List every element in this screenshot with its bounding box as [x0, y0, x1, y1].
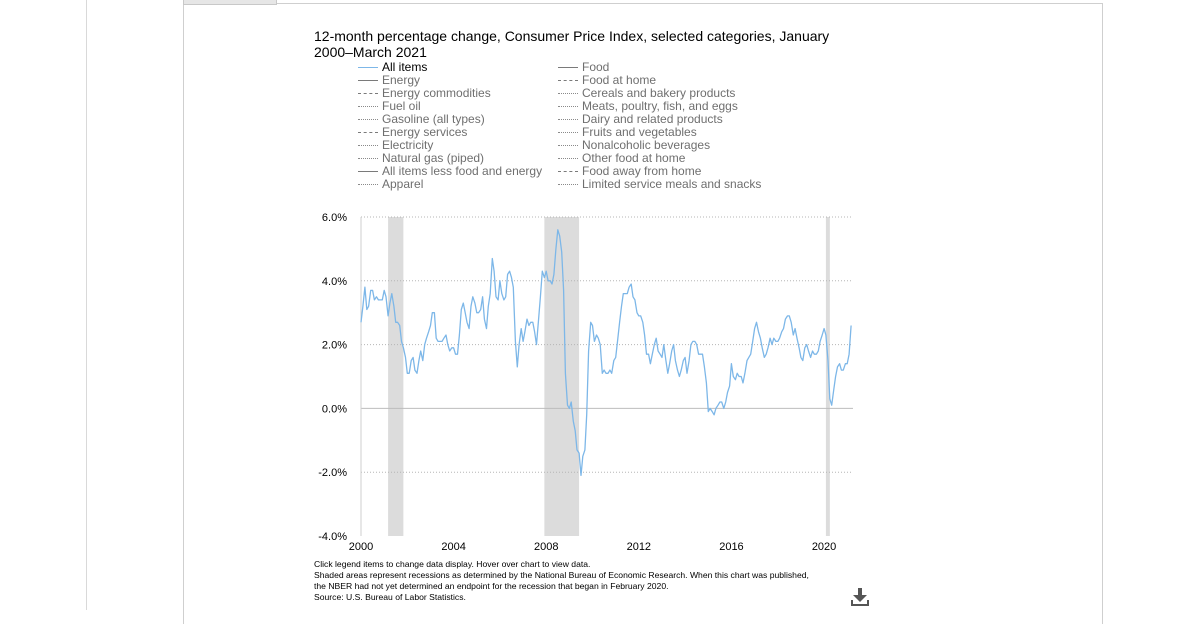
legend-label: Electricity [382, 138, 434, 152]
y-tick-label: 2.0% [322, 340, 347, 352]
legend-label: Limited service meals and snacks [582, 177, 762, 191]
legend-label: Apparel [382, 177, 424, 191]
chart-notes: Click legend items to change data displa… [314, 559, 884, 603]
download-icon[interactable] [849, 586, 871, 608]
legend-item[interactable]: Food at home [558, 74, 761, 87]
legend-item[interactable]: Energy [358, 74, 542, 87]
legend-label: Other food at home [582, 151, 686, 165]
legend-line-swatch [358, 145, 378, 146]
download-arrow-icon [851, 588, 869, 606]
legend-line-swatch [558, 132, 578, 133]
legend-label: Energy commodities [382, 86, 491, 100]
legend-line-swatch [558, 171, 578, 172]
legend-line-swatch [558, 145, 578, 146]
legend-line-swatch [358, 106, 378, 107]
legend-label: All items less food and energy [382, 164, 543, 178]
line-chart[interactable]: 6.0% 4.0% 2.0% 0.0% -2.0% -4.0%2000 2004 2008 20… [300, 205, 870, 555]
legend-line-swatch [558, 184, 578, 185]
legend-label: Natural gas (piped) [382, 151, 485, 165]
legend-label: Fruits and vegetables [582, 125, 697, 139]
legend-line-swatch [358, 119, 378, 120]
legend-item[interactable]: Cereals and bakery products [558, 87, 761, 100]
legend-label: Gasoline (all types) [382, 112, 485, 126]
legend-line-swatch [558, 93, 578, 94]
legend-line-swatch [558, 158, 578, 159]
legend-label: Fuel oil [382, 99, 421, 113]
legend-label: Meats, poultry, fish, and eggs [582, 99, 738, 113]
legend-item[interactable]: Gasoline (all types) [358, 113, 542, 126]
legend-label: Nonalcoholic beverages [582, 138, 711, 152]
y-tick-label: 0.0% [322, 403, 347, 415]
legend-line-swatch [558, 119, 578, 120]
legend-column-left: All items Energy Energy commodities Fuel oi… [358, 61, 542, 191]
legend-line-swatch [358, 158, 378, 159]
legend-item[interactable]: Other food at home [558, 152, 761, 165]
x-tick-label: 2008 [534, 541, 558, 553]
chart-legend: All items Energy Energy commodities Fuel oi… [358, 61, 878, 196]
legend-line-swatch [358, 132, 378, 133]
legend-label: Dairy and related products [582, 112, 723, 126]
x-tick-label: 2016 [719, 541, 743, 553]
y-tick-label: -2.0% [318, 467, 347, 479]
legend-line-swatch [558, 80, 578, 81]
x-tick-label: 2020 [812, 541, 836, 553]
notes-recession-2: the NBER had not yet determined an endpo… [314, 581, 669, 591]
legend-item[interactable]: All items [358, 61, 542, 74]
notes-source: Source: U.S. Bureau of Labor Statistics. [314, 592, 466, 602]
legend-item[interactable]: Energy commodities [358, 87, 542, 100]
y-tick-label: 6.0% [322, 212, 347, 224]
legend-line-swatch [358, 171, 378, 172]
x-tick-label: 2004 [441, 541, 465, 553]
legend-item[interactable]: Electricity [358, 139, 542, 152]
x-tick-label: 2000 [349, 541, 373, 553]
y-tick-label: -4.0% [318, 531, 347, 543]
recession-band [544, 217, 580, 536]
legend-item[interactable]: Natural gas (piped) [358, 152, 542, 165]
legend-label: Energy [382, 73, 421, 87]
series-line-all-items [360, 229, 852, 477]
tab-stub[interactable] [183, 0, 277, 5]
legend-column-right: Food Food at home Cereals and bakery produ… [558, 61, 761, 191]
legend-item[interactable]: Dairy and related products [558, 113, 761, 126]
legend-label: Cereals and bakery products [582, 86, 736, 100]
legend-item[interactable]: Apparel [358, 178, 542, 191]
legend-item[interactable]: Food [558, 61, 761, 74]
legend-label: Energy services [382, 125, 468, 139]
y-tick-label: 4.0% [322, 276, 347, 288]
notes-instructions: Click legend items to change data displa… [314, 559, 591, 569]
legend-label: Food [582, 60, 610, 74]
chart-panel [183, 3, 1103, 624]
chart-title: 12-month percentage change, Consumer Pri… [314, 28, 830, 60]
legend-item[interactable]: Meats, poultry, fish, and eggs [558, 100, 761, 113]
legend-item[interactable]: Fruits and vegetables [558, 126, 761, 139]
page-divider [86, 0, 87, 610]
legend-item[interactable]: Energy services [358, 126, 542, 139]
legend-item[interactable]: All items less food and energy [358, 165, 542, 178]
legend-label: Food away from home [582, 164, 702, 178]
legend-item[interactable]: Limited service meals and snacks [558, 178, 761, 191]
legend-item[interactable]: Fuel oil [358, 100, 542, 113]
legend-line-swatch [558, 67, 578, 68]
x-tick-label: 2012 [627, 541, 651, 553]
recession-band [388, 217, 404, 536]
legend-line-swatch [358, 67, 378, 68]
legend-item[interactable]: Nonalcoholic beverages [558, 139, 761, 152]
legend-line-swatch [358, 184, 378, 185]
legend-line-swatch [558, 106, 578, 107]
legend-line-swatch [358, 93, 378, 94]
notes-recession-1: Shaded areas represent recessions as det… [314, 570, 809, 580]
legend-item[interactable]: Food away from home [558, 165, 761, 178]
legend-line-swatch [358, 80, 378, 81]
recession-band [825, 217, 830, 536]
legend-label: All items [382, 60, 428, 74]
legend-label: Food at home [582, 73, 657, 87]
